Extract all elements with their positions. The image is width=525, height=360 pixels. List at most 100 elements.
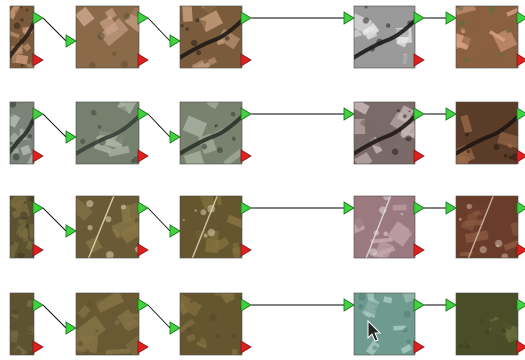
output-port-icon[interactable] — [413, 107, 425, 121]
input-port-icon[interactable] — [137, 243, 149, 257]
link-input-icon — [343, 11, 355, 25]
image-node-1-1[interactable] — [7, 3, 44, 71]
output-port-icon[interactable] — [137, 11, 149, 25]
input-port-icon[interactable] — [413, 53, 425, 67]
input-port-icon[interactable] — [32, 243, 44, 257]
image-node-1-3[interactable] — [169, 0, 252, 79]
input-port-icon[interactable] — [516, 340, 525, 354]
output-port-icon[interactable] — [516, 107, 525, 121]
satellite-thumbnail — [10, 102, 34, 164]
output-port-icon[interactable] — [32, 107, 44, 121]
input-port-icon[interactable] — [413, 149, 425, 163]
satellite-thumbnail — [76, 102, 139, 164]
image-node-4-1[interactable] — [4, 292, 44, 360]
output-port-icon[interactable] — [137, 298, 149, 312]
connector-line — [42, 207, 67, 232]
input-port-icon[interactable] — [32, 53, 44, 67]
input-port-icon[interactable] — [516, 149, 525, 163]
input-port-icon[interactable] — [137, 340, 149, 354]
input-port-icon[interactable] — [137, 53, 149, 67]
image-node-3-4[interactable] — [343, 194, 425, 262]
satellite-thumbnail — [180, 102, 242, 164]
link-input-icon — [169, 321, 181, 335]
input-port-icon[interactable] — [240, 340, 252, 354]
output-port-icon[interactable] — [32, 201, 44, 215]
output-port-icon[interactable] — [516, 298, 525, 312]
satellite-thumbnail — [456, 293, 518, 355]
pipeline-row-2 — [4, 95, 525, 172]
output-port-icon[interactable] — [413, 11, 425, 25]
image-node-3-3[interactable] — [169, 187, 252, 263]
satellite-thumbnail — [180, 6, 242, 68]
pipeline-row-1 — [7, 0, 525, 79]
output-port-icon[interactable] — [240, 11, 252, 25]
satellite-thumbnail — [76, 196, 139, 258]
connector-line — [147, 113, 171, 138]
satellite-thumbnail — [456, 196, 518, 258]
link-input-icon — [445, 298, 457, 312]
image-node-2-2[interactable] — [65, 96, 149, 165]
image-node-2-5[interactable] — [445, 100, 525, 168]
connector-line — [42, 17, 67, 42]
pipeline-row-4 — [4, 286, 525, 360]
connector-line — [42, 113, 67, 138]
image-node-3-5[interactable] — [445, 194, 525, 267]
image-node-1-5[interactable] — [445, 3, 525, 69]
input-port-icon[interactable] — [516, 243, 525, 257]
link-input-icon — [343, 107, 355, 121]
output-port-icon[interactable] — [32, 11, 44, 25]
input-port-icon[interactable] — [516, 53, 525, 67]
output-port-icon[interactable] — [137, 201, 149, 215]
image-node-3-2[interactable] — [65, 194, 149, 262]
link-input-icon — [65, 321, 77, 335]
input-port-icon[interactable] — [137, 149, 149, 163]
image-node-1-2[interactable] — [65, 0, 151, 69]
image-node-1-4[interactable] — [343, 5, 425, 75]
output-port-icon[interactable] — [413, 201, 425, 215]
input-port-icon[interactable] — [413, 340, 425, 354]
satellite-thumbnail — [456, 102, 518, 164]
output-port-icon[interactable] — [413, 298, 425, 312]
output-port-icon[interactable] — [516, 201, 525, 215]
output-port-icon[interactable] — [240, 298, 252, 312]
image-node-2-3[interactable] — [169, 98, 252, 172]
link-input-icon — [445, 201, 457, 215]
output-port-icon[interactable] — [240, 107, 252, 121]
input-port-icon[interactable] — [240, 243, 252, 257]
links-layer — [42, 17, 446, 329]
satellite-thumbnail — [354, 102, 415, 164]
output-port-icon[interactable] — [137, 107, 149, 121]
link-input-icon — [343, 201, 355, 215]
input-port-icon[interactable] — [240, 149, 252, 163]
output-port-icon[interactable] — [516, 11, 525, 25]
satellite-thumbnail — [354, 293, 415, 355]
input-port-icon[interactable] — [32, 340, 44, 354]
input-port-icon[interactable] — [240, 53, 252, 67]
link-input-icon — [65, 224, 77, 238]
satellite-thumbnail — [10, 6, 34, 68]
link-input-icon — [169, 34, 181, 48]
image-node-4-4[interactable] — [343, 286, 425, 356]
image-node-4-5[interactable] — [445, 292, 525, 356]
connector-line — [147, 17, 171, 42]
link-input-icon — [65, 34, 77, 48]
output-port-icon[interactable] — [240, 201, 252, 215]
image-node-4-2[interactable] — [65, 289, 152, 360]
input-port-icon[interactable] — [32, 149, 44, 163]
satellite-thumbnail — [456, 6, 518, 68]
satellite-thumbnail — [10, 196, 34, 258]
link-input-icon — [343, 298, 355, 312]
output-port-icon[interactable] — [32, 298, 44, 312]
image-node-2-1[interactable] — [4, 100, 44, 172]
link-input-icon — [445, 107, 457, 121]
pipeline-row-3 — [4, 187, 525, 267]
satellite-thumbnail — [180, 196, 242, 258]
satellite-thumbnail — [354, 196, 415, 258]
input-port-icon[interactable] — [413, 243, 425, 257]
image-node-3-1[interactable] — [4, 192, 44, 260]
image-node-2-4[interactable] — [343, 95, 425, 169]
image-node-4-3[interactable] — [169, 287, 252, 358]
arrow-cursor-icon — [367, 319, 382, 342]
